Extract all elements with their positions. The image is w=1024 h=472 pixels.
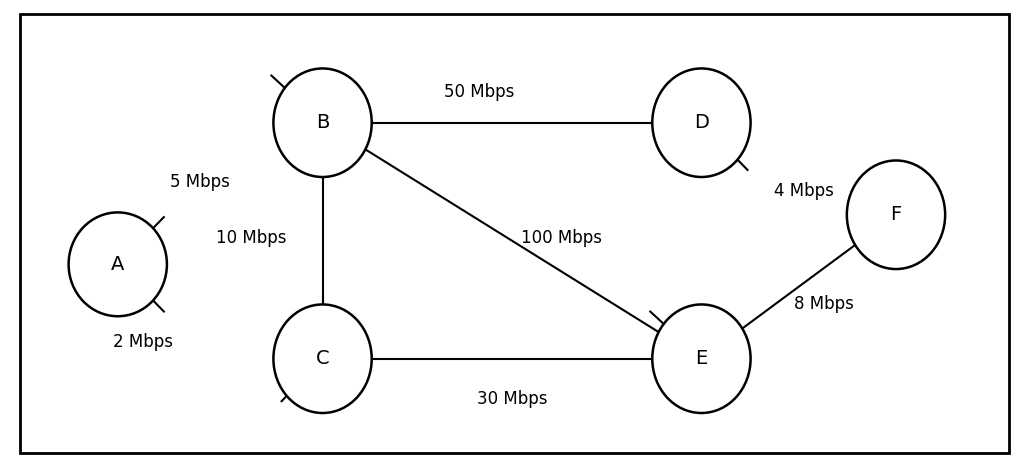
Ellipse shape [69,212,167,316]
Ellipse shape [273,304,372,413]
Text: 10 Mbps: 10 Mbps [216,229,286,247]
Text: 5 Mbps: 5 Mbps [170,173,229,191]
Text: D: D [694,113,709,132]
Text: F: F [891,205,901,224]
Text: 30 Mbps: 30 Mbps [477,390,547,408]
Text: C: C [315,349,330,368]
Text: E: E [695,349,708,368]
Ellipse shape [652,68,751,177]
Text: 4 Mbps: 4 Mbps [774,182,834,200]
Ellipse shape [652,304,751,413]
Ellipse shape [847,160,945,269]
Text: 50 Mbps: 50 Mbps [444,83,514,101]
Text: A: A [111,255,125,274]
Ellipse shape [273,68,372,177]
Text: B: B [315,113,330,132]
Text: 100 Mbps: 100 Mbps [520,229,602,247]
Text: 8 Mbps: 8 Mbps [795,295,854,313]
Text: 2 Mbps: 2 Mbps [114,333,173,351]
